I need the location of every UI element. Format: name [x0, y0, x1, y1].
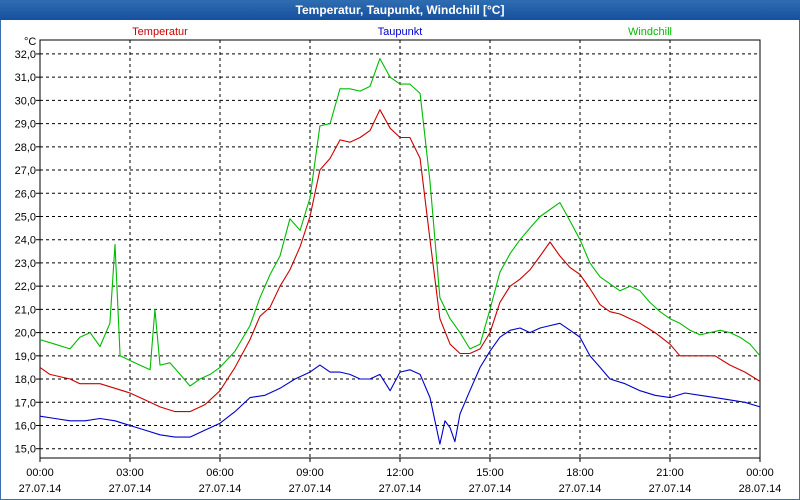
- x-tick-date: 27.07.14: [649, 483, 692, 495]
- y-tick-label: 27,0: [15, 165, 36, 177]
- y-tick-label: 15,0: [15, 444, 36, 456]
- y-tick-label: 29,0: [15, 119, 36, 131]
- y-tick-label: 30,0: [15, 95, 36, 107]
- x-tick-date: 27.07.14: [469, 483, 512, 495]
- plot-frame: [39, 39, 761, 459]
- x-tick-date: 27.07.14: [19, 483, 62, 495]
- x-tick-time: 09:00: [296, 467, 324, 479]
- x-tick-time: 00:00: [746, 467, 774, 479]
- x-tick-time: 00:00: [26, 467, 54, 479]
- x-tick-time: 03:00: [116, 467, 144, 479]
- grid-lines: [40, 40, 760, 458]
- series-line-taupunkt: [39, 322, 761, 445]
- y-tick-label: 20,0: [15, 328, 36, 340]
- tick-labels: 15,0 16,0 17,0 18,0 19,0 20,0 21,0 22,0 23,0 24,0…: [15, 36, 782, 495]
- x-tick-time: 06:00: [206, 467, 234, 479]
- y-tick-label: 23,0: [15, 258, 36, 270]
- series-line-windchill: [39, 58, 761, 387]
- y-tick-label: 24,0: [15, 235, 36, 247]
- x-tick-date: 28.07.14: [739, 483, 782, 495]
- series-line-temperatur: [39, 109, 761, 413]
- x-tick-date: 27.07.14: [199, 483, 242, 495]
- line-chart: 15,0 16,0 17,0 18,0 19,0 20,0 21,0 22,0 23,0 24,0…: [15, 26, 782, 495]
- y-axis-unit: °C: [24, 36, 36, 48]
- legend: Temperatur Taupunkt Windchill: [132, 26, 672, 38]
- y-tick-label: 18,0: [15, 374, 36, 386]
- x-tick-date: 27.07.14: [109, 483, 152, 495]
- series-group: [39, 58, 761, 445]
- x-tick-time: 15:00: [476, 467, 504, 479]
- x-tick-time: 21:00: [656, 467, 684, 479]
- x-tick-date: 27.07.14: [379, 483, 422, 495]
- axes: [36, 39, 761, 462]
- x-tick-date: 27.07.14: [559, 483, 602, 495]
- legend-temperatur: Temperatur: [132, 26, 188, 38]
- y-tick-label: 32,0: [15, 49, 36, 61]
- y-tick-label: 21,0: [15, 304, 36, 316]
- window-title: Temperatur, Taupunkt, Windchill [°C]: [0, 0, 800, 20]
- legend-taupunkt: Taupunkt: [378, 26, 423, 38]
- y-tick-label: 16,0: [15, 420, 36, 432]
- y-tick-label: 17,0: [15, 397, 36, 409]
- x-tick-time: 18:00: [566, 467, 594, 479]
- y-tick-label: 19,0: [15, 351, 36, 363]
- x-tick-time: 12:00: [386, 467, 414, 479]
- legend-windchill: Windchill: [628, 26, 672, 38]
- y-tick-label: 31,0: [15, 72, 36, 84]
- y-tick-label: 26,0: [15, 188, 36, 200]
- y-tick-label: 22,0: [15, 281, 36, 293]
- y-tick-label: 25,0: [15, 211, 36, 223]
- y-tick-label: 28,0: [15, 142, 36, 154]
- x-tick-date: 27.07.14: [289, 483, 332, 495]
